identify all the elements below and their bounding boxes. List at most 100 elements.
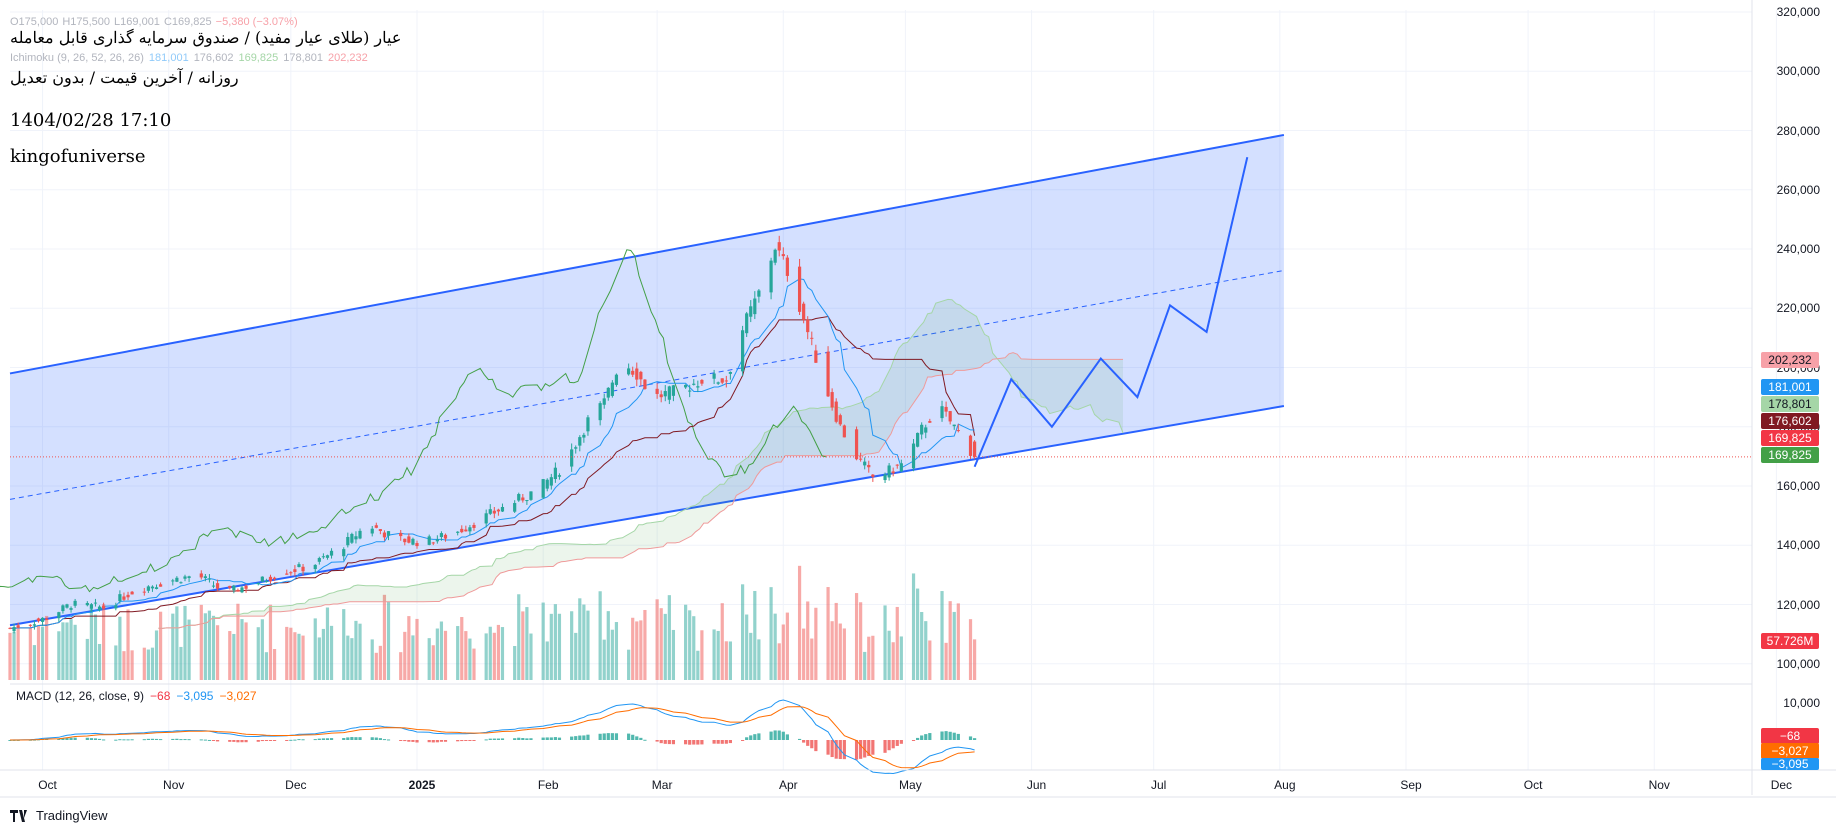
candle-body [500,506,505,512]
macd-hist-bar [264,740,269,741]
macd-hist-bar [517,737,521,740]
volume-bar [920,612,924,680]
macd-hist-bar [171,738,175,740]
volume-bar [500,627,505,680]
macd-hist-bar [236,740,240,743]
candle-body [602,398,606,405]
candle-body [854,429,859,460]
volume-bar [834,602,838,680]
candle-body [785,257,789,276]
macd-hist-bar [350,737,354,740]
macd-hist-bar [435,740,439,743]
volume-bar [724,641,728,680]
candle-body [456,531,460,533]
macd-hist-bar [399,740,403,741]
macd-hist-bar [582,735,586,740]
candle-body [171,580,175,582]
candle-body [317,558,321,562]
channel-upper-line [9,133,1285,375]
volume-bar [386,601,391,680]
candle-body [773,249,777,263]
macd-hist-bar [89,738,93,740]
volume-bar [916,588,920,680]
volume-bar [297,633,301,680]
candle-body [36,618,41,621]
volume-bar [8,632,12,680]
candle-body [859,458,863,460]
macd-hist-bar [724,740,728,744]
ohlc-high: H175,500 [62,16,111,28]
volume-bar [627,649,631,680]
macd-legend-hist: −68 [150,689,171,703]
candle-body [407,536,411,543]
senkou-a-line [158,298,1124,629]
macd-hist-bar [716,740,720,744]
volume-bar [85,638,89,680]
macd-hist-bar [606,733,610,740]
volume-bar [350,638,354,680]
candle-body [85,602,89,606]
macd-hist-bar [684,740,688,745]
candle-body [631,370,635,375]
candle-body [484,513,488,524]
candle-body [777,242,781,251]
candle-body [244,585,248,589]
macd-hist-bar [826,740,830,755]
candle-body [488,509,492,514]
candle-body [321,556,325,558]
volume-bar [439,621,444,680]
volume-bar [968,619,973,680]
candle-body [289,572,293,574]
macd-hist-bar [126,739,130,741]
macd-hist-bar [354,737,358,740]
macd-hist-bar [472,740,476,741]
volume-bar [574,632,578,680]
candle-body [582,434,586,438]
volume-bar [289,627,293,680]
macd-hist-bar [635,736,639,740]
volume-bar [61,622,65,680]
candle-body [272,577,277,580]
volume-bar [517,594,521,680]
volume-bar [126,609,130,680]
volume-bar [146,649,150,680]
volume-bar [171,613,175,680]
volume-bar [741,584,745,680]
volume-bar [911,573,916,680]
volume-bar [643,609,647,680]
volume-bar [293,632,297,680]
time-axis-tick: May [899,778,922,792]
time-axis-tick: Jun [1026,778,1047,792]
macd-hist-bar [301,739,305,741]
candle-body [899,463,903,472]
volume-bar [183,605,187,680]
candle-body [944,406,948,412]
projection-zigzag [973,156,1249,468]
candle-body [541,479,545,498]
candle-body [12,627,16,631]
macd-hist-bar [232,740,236,742]
candle-body [895,464,899,466]
macd-hist-bar [175,738,179,740]
candle-body [431,542,435,544]
signal-line [10,706,975,769]
volume-bar [28,628,32,680]
volume-bar [443,630,448,680]
volume-bar [325,607,330,680]
tradingview-logo[interactable]: TradingView [10,808,108,823]
volume-bar [570,611,574,680]
ichimoku-v1: 181,001 [148,52,189,64]
candle-body [158,584,163,587]
volume-bar [73,624,77,680]
volume-bar [45,615,49,680]
tenkan-line [9,278,975,629]
volume-bar [374,652,378,680]
ichimoku-v5: 202,232 [327,52,368,64]
volume-bar [460,617,464,680]
volume-bar [431,645,435,680]
candle-body [342,549,346,557]
macd-hist-bar [415,740,419,743]
candle-body [57,612,61,619]
candle-body [16,625,20,628]
